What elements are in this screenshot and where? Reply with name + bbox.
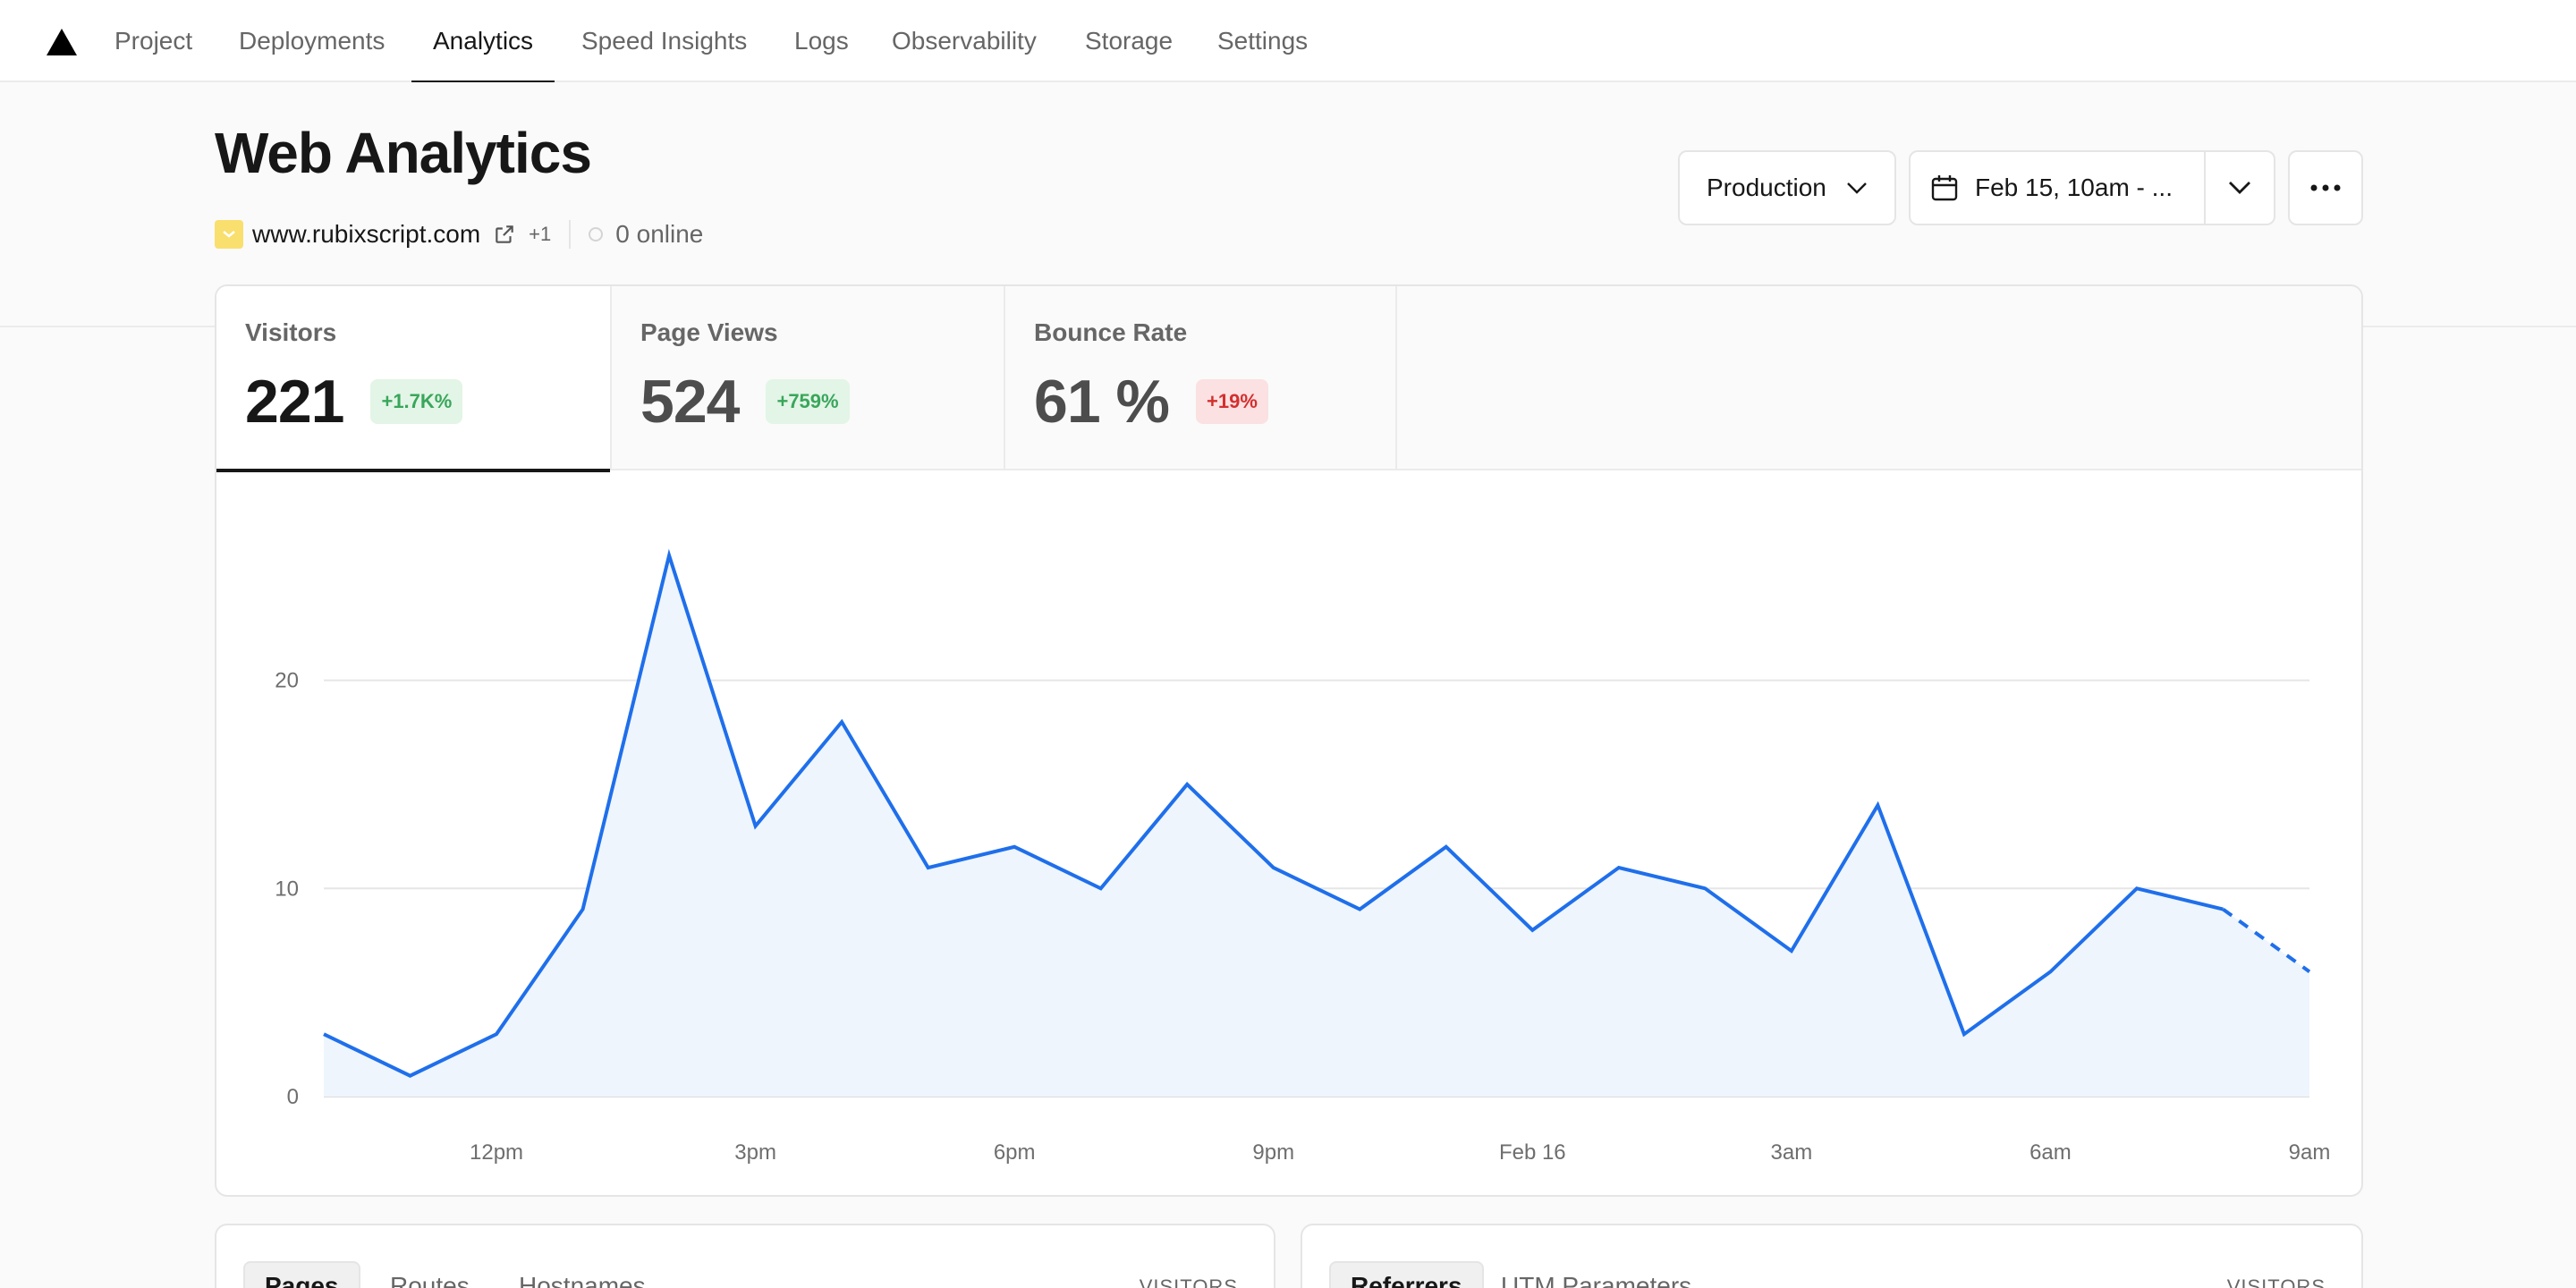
chevron-down-icon — [2229, 182, 2250, 194]
page-title: Web Analytics — [215, 121, 592, 185]
x-tick-label: 3pm — [734, 1140, 776, 1165]
date-range-dropdown-button[interactable] — [2206, 152, 2274, 224]
series-line — [323, 548, 2224, 1078]
tab-routes[interactable]: Routes — [390, 1272, 470, 1288]
chevron-down-icon — [1847, 182, 1867, 194]
online-count: 0 online — [615, 220, 704, 248]
date-range-picker[interactable]: Feb 15, 10am - ... — [1909, 150, 2275, 225]
visitors-chart[interactable]: 0 10 20 12pm 3pm 6pm 9pm Feb 16 3am 6am 9am — [216, 472, 2361, 1195]
external-link-icon[interactable] — [493, 223, 516, 246]
x-tick-label: 12pm — [470, 1140, 523, 1165]
metric-change-badge: +19% — [1196, 379, 1268, 424]
y-tick-label: 10 — [275, 877, 299, 901]
nav-tab-deployments[interactable]: Deployments — [239, 27, 386, 55]
x-tick-label: Feb 16 — [1499, 1140, 1566, 1165]
analytics-card: Visitors 221 +1.7K% Page Views 524 +759%… — [215, 284, 2363, 1197]
date-range-button[interactable]: Feb 15, 10am - ... — [1911, 152, 2206, 224]
nav-tab-storage[interactable]: Storage — [1085, 27, 1174, 55]
date-range-label: Feb 15, 10am - ... — [1975, 174, 2173, 201]
metric-value: 524 — [640, 368, 740, 436]
site-favicon — [215, 220, 243, 249]
metric-label: Visitors — [245, 318, 337, 346]
more-options-button[interactable] — [2288, 150, 2363, 225]
column-header-visitors: VISITORS — [1139, 1275, 1238, 1288]
metric-label: Bounce Rate — [1034, 318, 1188, 346]
x-tick-label: 6pm — [994, 1140, 1036, 1165]
extra-domains-count[interactable]: +1 — [529, 223, 552, 245]
metric-tab-visitors[interactable]: Visitors 221 +1.7K% — [216, 286, 612, 472]
nav-tab-settings[interactable]: Settings — [1217, 27, 1309, 55]
nav-tab-project[interactable]: Project — [114, 27, 193, 55]
y-tick-label: 20 — [275, 669, 299, 693]
tab-hostnames[interactable]: Hostnames — [519, 1272, 646, 1288]
triangle-logo-icon[interactable] — [45, 27, 79, 57]
tab-referrers[interactable]: Referrers — [1329, 1261, 1484, 1288]
top-navigation: Project Deployments Analytics Speed Insi… — [0, 0, 2576, 84]
y-tick-label: 0 — [287, 1085, 299, 1109]
x-tick-label: 9pm — [1252, 1140, 1294, 1165]
metrics-tabs: Visitors 221 +1.7K% Page Views 524 +759%… — [216, 286, 2361, 472]
nav-tab-observability[interactable]: Observability — [892, 27, 1037, 55]
x-tick-label: 3am — [1771, 1140, 1813, 1165]
series-line-partial — [2222, 907, 2311, 974]
site-info: www.rubixscript.com +1 0 online — [215, 218, 703, 250]
metric-value: 61 % — [1034, 368, 1170, 436]
chart-area — [324, 555, 2309, 1097]
metric-change-badge: +759% — [766, 379, 850, 424]
metric-tab-bounce-rate[interactable]: Bounce Rate 61 % +19% — [1005, 286, 1397, 470]
divider — [569, 220, 572, 249]
environment-label: Production — [1707, 174, 1826, 201]
referrers-card: Referrers UTM Parameters VISITORS — [1301, 1224, 2363, 1288]
site-url-link[interactable]: www.rubixscript.com — [252, 220, 481, 248]
environment-select[interactable]: Production — [1678, 150, 1896, 225]
metric-tab-page-views[interactable]: Page Views 524 +759% — [612, 286, 1005, 470]
online-status-dot-icon — [589, 227, 604, 242]
x-tick-label: 9am — [2289, 1140, 2331, 1165]
more-horizontal-icon — [2310, 184, 2341, 191]
nav-tab-speed-insights[interactable]: Speed Insights — [581, 27, 748, 55]
metric-value: 221 — [245, 368, 344, 436]
metric-change-badge: +1.7K% — [370, 379, 463, 424]
nav-tab-analytics[interactable]: Analytics — [411, 0, 555, 84]
calendar-icon — [1931, 175, 1958, 201]
pages-card: Pages Routes Hostnames VISITORS — [215, 1224, 1275, 1288]
x-tick-label: 6am — [2029, 1140, 2072, 1165]
column-header-visitors: VISITORS — [2226, 1275, 2326, 1288]
tab-utm-parameters[interactable]: UTM Parameters — [1501, 1272, 1692, 1288]
tab-pages[interactable]: Pages — [243, 1261, 360, 1288]
metric-label: Page Views — [640, 318, 778, 346]
nav-tab-logs[interactable]: Logs — [794, 27, 849, 55]
